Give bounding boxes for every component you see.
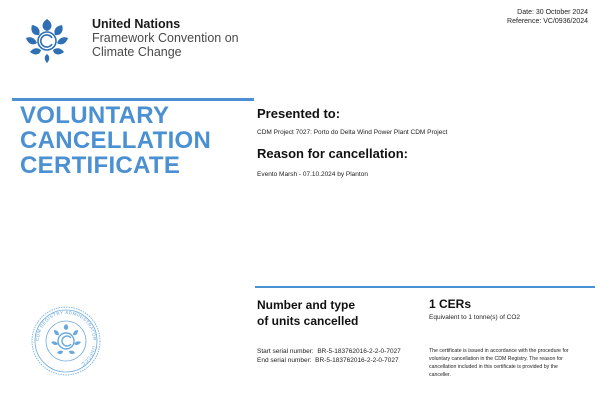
reason-heading: Reason for cancellation: [257,146,408,161]
presented-to-value: CDM Project 7027: Porto do Delta Wind Po… [257,129,448,136]
notice-line-4: canceller. [429,372,451,378]
title-divider [12,98,254,101]
certificate-date: Date: 30 October 2024 [517,9,588,16]
units-divider [255,286,595,288]
certificate-reference: Reference: VC/0936/2024 [507,18,588,25]
presented-to-heading: Presented to: [257,106,341,121]
title-line-3: CERTIFICATE [20,152,181,179]
reason-value: Evento Marsh - 07.10.2024 by Planton [257,171,368,178]
registry-seal-icon: CDM REGISTRY ADMINISTRATOR · UNFCCC [31,306,101,376]
org-subtitle-line1: Framework Convention on [92,31,239,45]
org-subtitle-line2: Climate Change [92,45,182,59]
units-label-line1: Number and type [257,298,356,312]
notice-line-2: voluntary cancellation in the CDM Regist… [429,356,563,362]
org-name: United Nations [92,17,181,31]
units-label: Number and type of units cancelled [257,297,358,329]
unfccc-logo-icon [26,19,68,63]
certificate-notice: The certificate is issued in accordance … [429,347,594,379]
units-equivalent: Equivalent to 1 tonne(s) of CO2 [429,314,521,321]
organization-name: United Nations Framework Convention on C… [92,17,239,59]
notice-line-3: cancellation included in this certificat… [429,364,558,370]
end-serial-number: End serial number: BR-5-183762016-2-2-0-… [257,357,399,364]
certificate-title: VOLUNTARY CANCELLATION CERTIFICATE [20,103,211,178]
title-line-2: CANCELLATION [20,127,212,154]
units-label-line2: of units cancelled [257,314,359,328]
serial-numbers: Start serial number: BR-5-183762016-2-2-… [257,347,401,365]
units-amount: 1 CERs [429,297,472,311]
notice-line-1: The certificate is issued in accordance … [429,348,569,354]
certificate-meta: Date: 30 October 2024 Reference: VC/0936… [507,8,588,26]
title-line-1: VOLUNTARY [20,102,170,129]
start-serial-number: Start serial number: BR-5-183762016-2-2-… [257,348,401,355]
